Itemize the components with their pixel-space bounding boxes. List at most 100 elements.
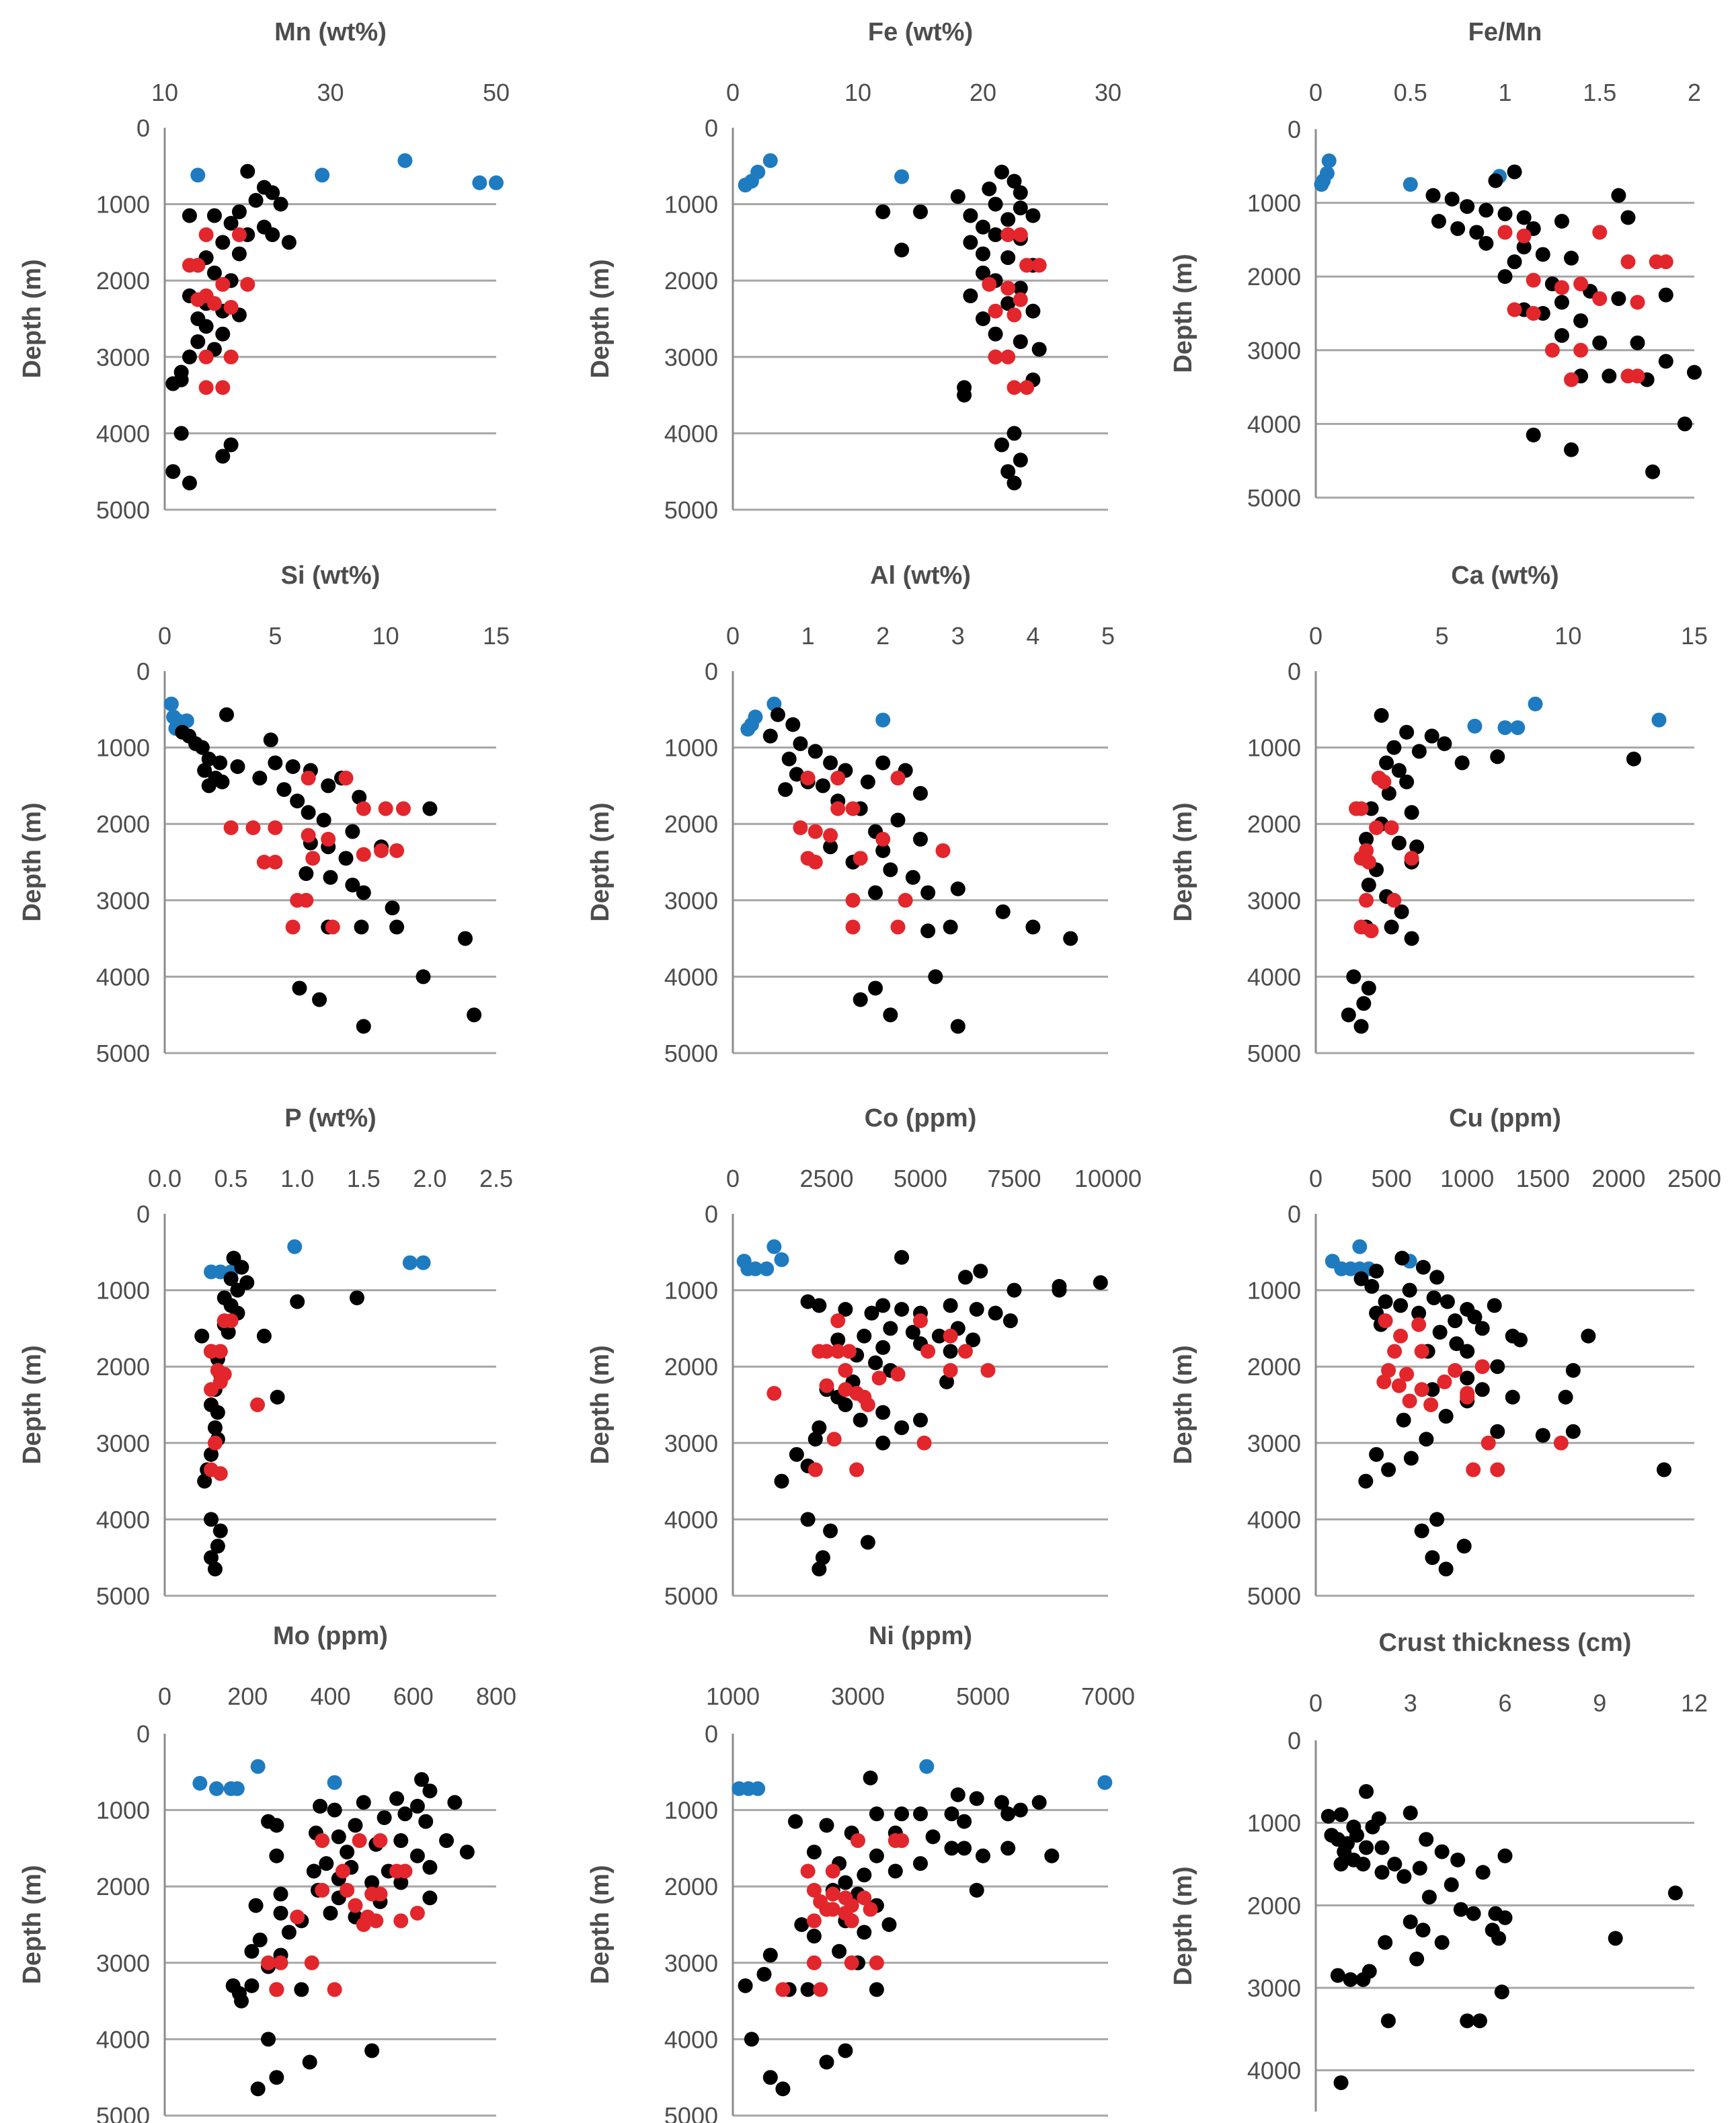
data-point-red xyxy=(1474,1359,1490,1375)
data-point-red xyxy=(215,380,231,395)
data-point-black xyxy=(301,805,316,820)
y-tick-label: 1000 xyxy=(1247,1810,1301,1837)
data-point-red xyxy=(806,1882,822,1898)
x-tick-label: 600 xyxy=(393,1683,434,1710)
y-tick-label: 1000 xyxy=(664,1797,718,1824)
data-point-red xyxy=(766,1385,782,1401)
data-point-red xyxy=(374,843,389,858)
data-point-black xyxy=(838,1397,853,1412)
y-tick-label: 2000 xyxy=(1247,1353,1301,1381)
data-point-red xyxy=(335,1863,350,1879)
data-point-black xyxy=(1000,464,1016,479)
data-point-black xyxy=(323,870,338,885)
data-point-red xyxy=(1353,801,1369,816)
y-tick-label: 5000 xyxy=(1247,1040,1301,1067)
data-point-black xyxy=(1581,1328,1596,1344)
chart-panel: Mn (wt%) 0 1000 2000 3000 4000 5000 10 30 50 Depth… xyxy=(18,18,510,524)
data-point-black xyxy=(231,246,247,262)
chart-title: Cu (ppm) xyxy=(1449,1104,1561,1132)
data-point-red xyxy=(198,380,214,395)
chart-panel: Ni (ppm) 0 1000 2000 3000 4000 5000 1000 3000 500… xyxy=(586,1622,1135,2123)
chart-panel: Cu (ppm) 0 1000 2000 3000 4000 5000 0 500 1000 150… xyxy=(1169,1104,1721,1610)
data-point-blue xyxy=(875,712,891,728)
data-point-red xyxy=(397,1863,413,1879)
y-tick-label: 5000 xyxy=(664,1040,718,1067)
y-tick-label: 1000 xyxy=(96,1277,150,1305)
data-point-black xyxy=(1381,1462,1396,1477)
x-tick-label: 0 xyxy=(1309,1689,1323,1717)
data-point-black xyxy=(943,1344,958,1359)
x-tick-label: 1000 xyxy=(706,1683,760,1710)
data-point-black xyxy=(447,1795,463,1810)
data-point-red xyxy=(315,1833,330,1849)
data-point-black xyxy=(356,1795,371,1810)
data-point-black xyxy=(1378,1935,1393,1950)
x-tick-label: 2.5 xyxy=(479,1165,513,1192)
data-point-red xyxy=(1359,892,1374,908)
chart-title: Fe (wt%) xyxy=(868,18,973,46)
data-point-black xyxy=(1490,1424,1505,1439)
data-point-black xyxy=(738,1978,753,1993)
y-tick-label: 0 xyxy=(1288,1727,1301,1754)
x-tick-label: 20 xyxy=(970,79,996,106)
data-point-black xyxy=(1000,296,1016,311)
data-point-black xyxy=(1359,1840,1374,1855)
data-point-black xyxy=(838,1875,853,1890)
data-point-black xyxy=(1429,1512,1445,1527)
data-point-black xyxy=(815,778,830,794)
data-point-black xyxy=(744,2032,759,2047)
x-tick-label: 3 xyxy=(951,622,965,650)
data-point-black xyxy=(1444,1877,1459,1892)
data-point-black xyxy=(1399,724,1415,740)
data-point-black xyxy=(1460,1344,1475,1359)
data-point-red xyxy=(869,1955,884,1970)
data-point-black xyxy=(223,1271,239,1286)
data-point-black xyxy=(422,1859,438,1875)
data-point-black xyxy=(223,437,239,453)
data-point-black xyxy=(1409,1952,1425,1967)
chart-title: Ca (wt%) xyxy=(1451,562,1559,590)
data-point-black xyxy=(988,326,1003,342)
data-point-red xyxy=(223,820,239,835)
y-tick-label: 0 xyxy=(705,114,718,142)
data-point-black xyxy=(182,475,197,491)
data-point-black xyxy=(976,265,990,280)
data-point-red xyxy=(1620,254,1636,270)
data-point-red xyxy=(325,919,340,935)
data-point-black xyxy=(756,1966,772,1982)
data-point-black xyxy=(215,235,231,250)
data-point-red xyxy=(825,1886,840,1902)
data-point-red xyxy=(830,1344,846,1359)
data-point-black xyxy=(995,904,1011,919)
x-tick-label: 5 xyxy=(1101,622,1115,650)
y-tick-label: 2000 xyxy=(96,1353,150,1381)
data-point-black xyxy=(1460,199,1475,215)
data-point-black xyxy=(913,1806,928,1822)
data-point-black xyxy=(1558,1389,1573,1405)
data-point-black xyxy=(1374,1865,1390,1880)
x-tick-label: 5000 xyxy=(956,1683,1010,1710)
data-point-red xyxy=(851,1833,865,1849)
data-point-black xyxy=(875,1340,891,1355)
y-tick-label: 0 xyxy=(136,658,150,685)
data-point-black xyxy=(881,1917,897,1932)
data-point-red xyxy=(1013,227,1028,243)
data-point-black xyxy=(439,1833,455,1849)
data-point-red xyxy=(845,892,861,908)
x-tick-label: 1 xyxy=(1498,79,1511,106)
data-point-black xyxy=(875,843,891,858)
data-point-black xyxy=(857,1925,872,1940)
data-point-black xyxy=(963,288,978,303)
data-point-blue xyxy=(179,713,194,728)
data-point-red xyxy=(806,1955,822,1970)
data-point-red xyxy=(1391,1378,1407,1393)
data-point-black xyxy=(1404,805,1419,820)
data-point-red xyxy=(875,831,891,847)
data-point-red xyxy=(269,1982,284,1997)
data-point-blue xyxy=(1097,1775,1113,1790)
data-point-red xyxy=(1526,272,1541,288)
data-point-red xyxy=(826,1432,842,1447)
data-point-black xyxy=(800,1512,816,1527)
data-point-blue xyxy=(163,696,179,711)
